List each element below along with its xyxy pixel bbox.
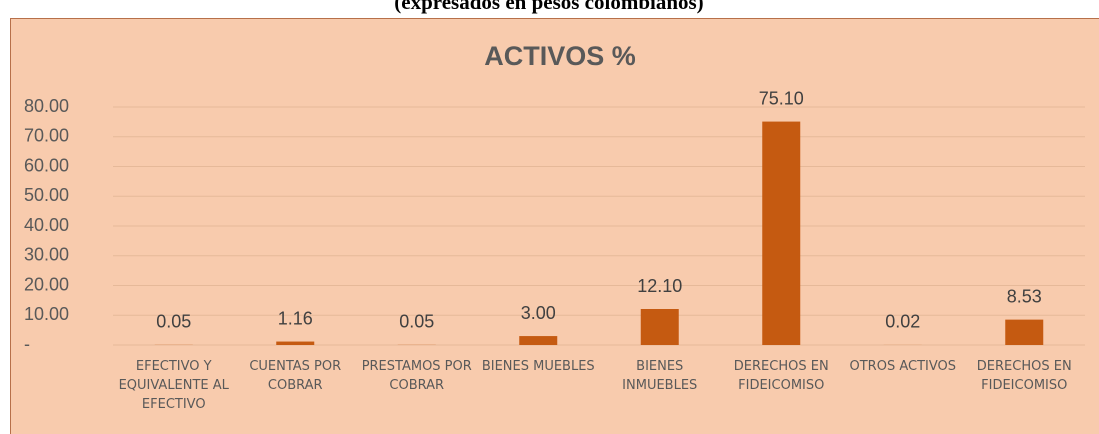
x-tick-label: PRESTAMOS POR COBRAR (361, 359, 472, 393)
header: (expresados en pesos colombianos) (394, 0, 703, 14)
x-tick-label: BIENES INMUEBLES (622, 359, 698, 393)
x-tick-label: EFECTIVO Y EQUIVALENTE AL EFECTIVO (118, 359, 229, 412)
bar (640, 309, 679, 345)
data-label: 0.02 (885, 312, 920, 332)
bar (1005, 319, 1044, 345)
data-label: 0.05 (399, 312, 434, 332)
data-label: 75.10 (759, 88, 804, 108)
y-tick-label: - (24, 334, 30, 354)
chart-title: ACTIVOS % (484, 41, 636, 71)
data-label: 3.00 (521, 303, 556, 323)
y-tick-label: 40.00 (24, 215, 69, 235)
data-label: 1.16 (278, 308, 313, 328)
data-label: 0.05 (156, 312, 191, 332)
y-tick-label: 20.00 (24, 274, 69, 294)
y-tick-label: 50.00 (24, 185, 69, 205)
bar (276, 341, 315, 345)
y-tick-label: 10.00 (24, 304, 69, 324)
x-tick-label: CUENTAS POR COBRAR (249, 359, 342, 393)
bar (519, 336, 558, 345)
data-label: 8.53 (1007, 286, 1042, 306)
y-tick-label: 60.00 (24, 155, 69, 175)
y-tick-label: 70.00 (24, 126, 69, 146)
x-tick-label: DERECHOS EN FIDEICOMISO (976, 359, 1072, 393)
x-tick-label: DERECHOS EN FIDEICOMISO (733, 359, 829, 393)
x-tick-label: OTROS ACTIVOS (849, 359, 957, 374)
y-tick-label: 30.00 (24, 245, 69, 265)
x-tick-label: BIENES MUEBLES (481, 359, 595, 374)
y-tick-label: 80.00 (24, 96, 69, 116)
data-label: 12.10 (637, 276, 682, 296)
bar (762, 121, 801, 345)
